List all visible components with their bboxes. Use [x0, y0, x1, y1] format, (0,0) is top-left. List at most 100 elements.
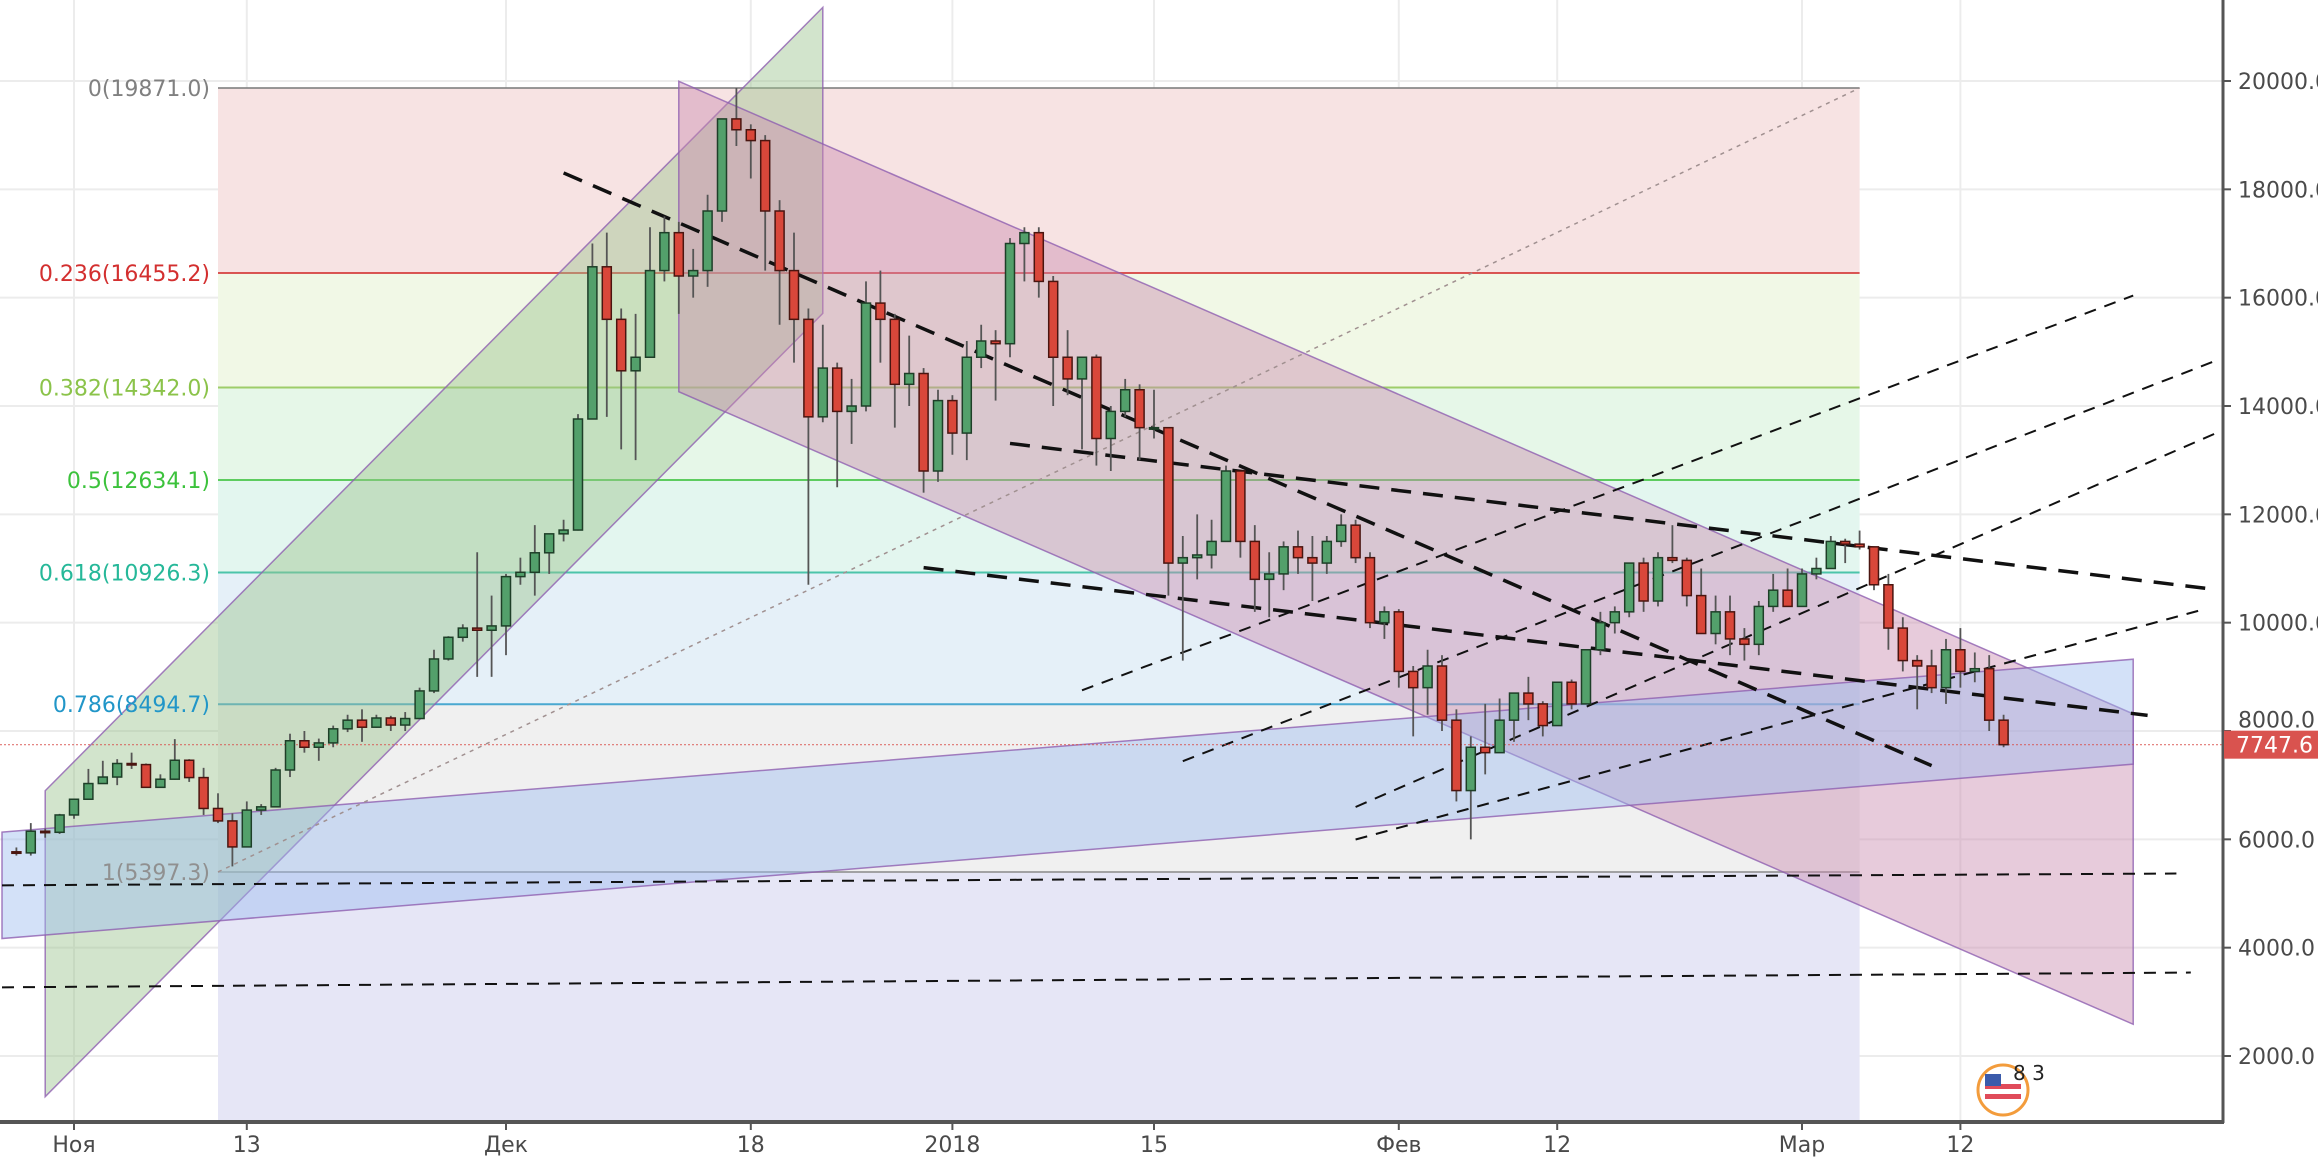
candle-down — [1091, 356, 1102, 440]
candle-up — [817, 367, 829, 418]
price-tick-label: 2000.0 — [2238, 1045, 2315, 1070]
logo-text: 8 3 — [2013, 1061, 2045, 1085]
price-tick-label: 16000.0 — [2238, 287, 2318, 312]
candle-down — [918, 372, 929, 472]
candle-down — [759, 139, 771, 212]
candle-up — [1148, 426, 1160, 430]
candle-down — [1839, 540, 1851, 545]
candle-up — [1321, 540, 1333, 564]
candle-down — [1451, 719, 1462, 792]
candle-down — [471, 627, 483, 632]
candle-down — [831, 367, 843, 413]
fib-level-label: 0.236(16455.2) — [39, 262, 210, 287]
candle-down — [1955, 649, 1966, 673]
trend-line — [1081, 294, 2134, 692]
candle-up — [702, 210, 713, 272]
trend-line — [1009, 441, 2206, 591]
candle-up — [255, 806, 267, 811]
candle-down — [1854, 543, 1865, 548]
candle-down — [1033, 231, 1045, 283]
candle-down — [1638, 562, 1649, 602]
candle-up — [1494, 719, 1505, 754]
candle-up — [284, 740, 296, 771]
fib-level-label: 0.786(8494.7) — [53, 693, 210, 718]
candle-up — [1206, 540, 1217, 556]
candle-down — [1235, 470, 1246, 543]
flag-canton — [1985, 1074, 2001, 1086]
candle-up — [371, 717, 382, 728]
candle-up — [1623, 562, 1635, 613]
candle-down — [1163, 426, 1174, 564]
candle-down — [1479, 746, 1491, 754]
price-tick-label: 12000.0 — [2238, 503, 2318, 528]
candle-down — [1134, 389, 1145, 429]
time-tick-label: Дек — [484, 1133, 528, 1158]
candle-up — [54, 814, 65, 834]
candle-down — [1868, 546, 1880, 586]
candle-up — [1263, 573, 1275, 581]
candle-up — [241, 809, 253, 848]
time-tick-label: 12 — [1543, 1133, 1571, 1158]
trend-line — [1182, 358, 2220, 763]
drawings-layer — [0, 5, 2223, 1121]
fib-level-label: 0.382(14342.0) — [39, 376, 210, 401]
candle-up — [1379, 611, 1390, 624]
price-tick-label: 8000.0 — [2238, 709, 2315, 734]
candle-up — [659, 231, 670, 272]
candle-up — [1177, 556, 1189, 564]
candle-up — [1019, 231, 1030, 245]
candle-down — [356, 719, 368, 728]
trend-line — [217, 87, 1860, 873]
candle-up — [1595, 621, 1606, 651]
candle-down — [198, 776, 209, 810]
flag-stripe — [1985, 1094, 2021, 1099]
trend-line — [1, 971, 2191, 989]
time-tick-label: Фев — [1376, 1133, 1421, 1158]
candle-up — [515, 571, 526, 578]
candle-up — [1796, 573, 1808, 608]
time-tick-label: 13 — [233, 1133, 261, 1158]
candle-down — [1695, 594, 1707, 635]
candle-down — [1407, 670, 1419, 689]
fib-zone — [218, 479, 1860, 573]
candle-up — [961, 356, 973, 434]
candle-down — [1926, 665, 1937, 689]
candle-up — [630, 356, 641, 372]
candle-up — [342, 719, 353, 730]
candle-up — [846, 405, 857, 413]
candle-down — [212, 807, 224, 822]
candle-down — [1724, 611, 1736, 640]
trend-line — [562, 171, 1933, 768]
candle-down — [1667, 556, 1678, 562]
flag-stripe — [1985, 1084, 2021, 1089]
candle-up — [83, 782, 94, 801]
candle-down — [745, 129, 757, 142]
fib-zone — [218, 871, 1860, 1121]
candle-up — [1119, 389, 1131, 413]
fib-zone — [218, 704, 1860, 872]
candle-down — [1911, 659, 1923, 667]
fib-labels: 0(19871.0) 0.236(16455.2) 0.382(14342.0) 0.… — [39, 77, 210, 886]
candle-down — [1350, 524, 1361, 559]
fib-level-label: 0(19871.0) — [88, 77, 210, 102]
candle-down — [1998, 719, 2009, 746]
candle-up — [1969, 667, 1981, 673]
candle-up — [169, 759, 181, 780]
candle-down — [1983, 667, 1995, 721]
candle-down — [1307, 556, 1318, 564]
candle-up — [975, 340, 987, 359]
candle-up — [155, 778, 166, 789]
candle-down — [601, 266, 613, 321]
candle-down — [1249, 540, 1261, 581]
candle-up — [903, 372, 915, 386]
candle-up — [486, 625, 497, 632]
candle-up — [572, 418, 584, 531]
time-tick-label: 15 — [1140, 1133, 1168, 1158]
candle-down — [1436, 665, 1448, 721]
candle-up — [1580, 649, 1592, 705]
candle-down — [1681, 559, 1693, 597]
candle-up — [68, 798, 80, 816]
candle-up — [687, 269, 699, 277]
